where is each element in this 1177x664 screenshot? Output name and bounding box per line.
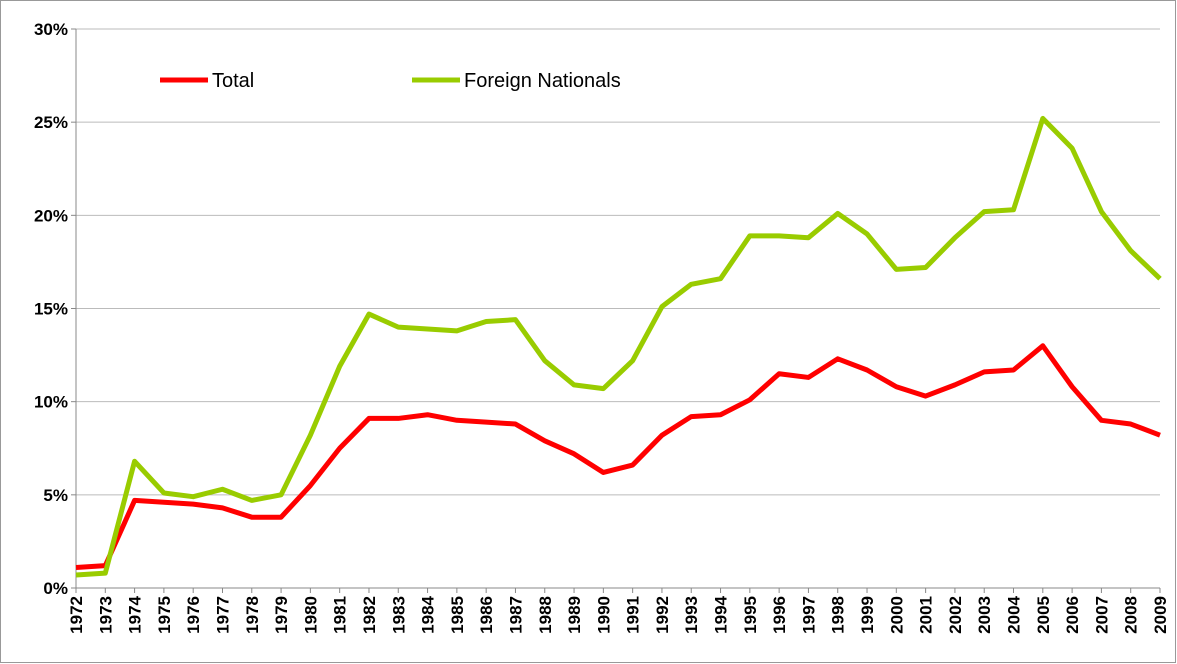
x-tick-label: 2006	[1063, 596, 1082, 634]
x-tick-label: 1982	[360, 596, 379, 634]
x-tick-label: 1980	[301, 596, 320, 634]
legend-label: Foreign Nationals	[464, 70, 621, 92]
x-tick-label: 2008	[1122, 596, 1141, 634]
y-tick-label: 10%	[34, 393, 68, 412]
x-tick-label: 1999	[858, 596, 877, 634]
x-tick-label: 1986	[477, 596, 496, 634]
x-tick-label: 2000	[887, 596, 906, 634]
x-tick-label: 1992	[653, 596, 672, 634]
x-tick-label: 1979	[272, 596, 291, 634]
x-tick-label: 1976	[184, 596, 203, 634]
x-tick-label: 1974	[126, 595, 145, 633]
x-tick-label: 1978	[243, 596, 262, 634]
x-tick-label: 1993	[682, 596, 701, 634]
x-tick-label: 1977	[213, 596, 232, 634]
x-tick-label: 1985	[448, 596, 467, 634]
x-tick-label: 2009	[1151, 596, 1170, 634]
y-tick-label: 30%	[34, 20, 68, 39]
x-tick-label: 2002	[946, 596, 965, 634]
line-series	[75, 115, 1162, 578]
x-tick-label: 1984	[419, 595, 438, 633]
x-tick-label: 1983	[389, 596, 408, 634]
x-tick-label: 1990	[594, 596, 613, 634]
x-tick-label: 2005	[1034, 596, 1053, 634]
y-tick-label: 5%	[43, 486, 68, 505]
x-tick-label: 2004	[1005, 595, 1024, 633]
x-tick-label: 1987	[506, 596, 525, 634]
line-series	[75, 343, 1161, 570]
x-tick-label: 1972	[67, 596, 86, 634]
legend-label: Total	[212, 70, 254, 92]
x-tick-label: 2001	[917, 596, 936, 634]
x-tick-label: 1981	[331, 596, 350, 634]
x-tick-label: 1991	[624, 596, 643, 634]
y-tick-label: 15%	[34, 300, 68, 319]
x-tick-label: 1997	[799, 596, 818, 634]
x-tick-label: 1988	[536, 596, 555, 634]
x-tick-label: 1994	[712, 595, 731, 633]
x-tick-label: 2007	[1092, 596, 1111, 634]
x-tick-label: 1973	[96, 596, 115, 634]
x-tick-label: 1989	[565, 596, 584, 634]
y-tick-label: 25%	[34, 113, 68, 132]
y-tick-label: 20%	[34, 206, 68, 225]
y-tick-label: 0%	[43, 579, 68, 598]
x-tick-label: 1995	[741, 596, 760, 634]
x-tick-label: 2003	[975, 596, 994, 634]
x-tick-label: 1998	[829, 596, 848, 634]
x-tick-label: 1996	[770, 596, 789, 634]
x-tick-label: 1975	[155, 596, 174, 634]
